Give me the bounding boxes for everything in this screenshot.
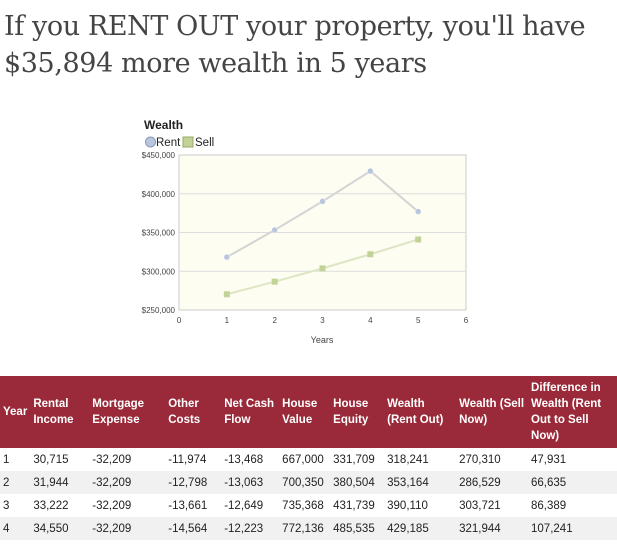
chart-title: Wealth	[144, 118, 183, 132]
table-cell: 353,164	[384, 471, 457, 494]
table-cell: 107,241	[528, 517, 617, 540]
plot-marks: $450,000 $400,000 $350,000 $300,000 $250,000…	[142, 151, 469, 325]
table-cell: 700,350	[279, 471, 331, 494]
data-point-rent	[319, 198, 326, 205]
table-cell: 3	[3, 499, 10, 512]
table-cell: 1	[3, 453, 10, 466]
data-point-rent	[223, 253, 231, 261]
table-header: Year Rental Income Mortgage Expense Other C…	[0, 376, 617, 448]
table-cell: 318,241	[387, 453, 429, 466]
table-cell: -32,209	[92, 453, 132, 466]
table-cell: 485,535	[330, 517, 385, 540]
y-tick-label: $250,000	[142, 306, 176, 315]
table-row: 2 31,944 -32,209 -12,798 -13,063 700,350 380,5…	[0, 471, 617, 494]
table-cell: 2	[0, 471, 31, 494]
column-header: Other Costs	[165, 376, 222, 448]
table-cell: 303,721	[459, 499, 501, 512]
table-header-row: Year Rental Income Mortgage Expense Other C…	[0, 376, 617, 448]
x-tick-label: 3	[320, 316, 325, 325]
x-tick-label: 4	[368, 316, 373, 325]
column-header: Net Cash Flow	[221, 376, 280, 448]
column-header: Year	[0, 376, 31, 448]
data-point-sell	[415, 236, 422, 243]
x-tick-label: 0	[177, 316, 182, 325]
table-cell: 86,389	[531, 499, 567, 512]
table-cell: 380,504	[330, 471, 385, 494]
wealth-table: Year Rental Income Mortgage Expense Other C…	[0, 376, 617, 540]
data-point-sell	[223, 291, 230, 298]
x-tick-label: 2	[272, 316, 277, 325]
table-cell: 321,944	[456, 517, 529, 540]
table-cell: -32,209	[89, 471, 166, 494]
column-header: Wealth (Sell Now)	[456, 376, 529, 448]
table-cell: 270,310	[459, 453, 501, 466]
legend-label-rent: Rent	[156, 137, 181, 149]
data-point-sell	[319, 265, 326, 272]
chart-legend: Rent Sell	[145, 136, 214, 149]
table-cell: 47,931	[531, 453, 567, 466]
table-cell: 429,185	[384, 517, 457, 540]
table-cell: 34,550	[30, 517, 90, 540]
column-header: House Value	[279, 376, 331, 448]
x-tick-label: 6	[464, 316, 469, 325]
headline: If you RENT OUT your property, you'll ha…	[4, 11, 586, 79]
table-cell: -14,564	[165, 517, 222, 540]
data-point-sell	[271, 278, 278, 285]
table-cell: -32,209	[92, 499, 132, 512]
table-row: 1 30,715 -32,209 -11,974 -13,468 667,000 331,7…	[0, 448, 617, 471]
table-cell: -13,063	[221, 471, 280, 494]
table-cell: 286,529	[456, 471, 529, 494]
table-cell: -32,209	[89, 517, 166, 540]
table-cell: 390,110	[387, 499, 428, 512]
column-header: Wealth (Rent Out)	[384, 376, 457, 448]
table-cell: 667,000	[282, 453, 324, 466]
x-tick-label: 5	[416, 316, 421, 325]
table-cell: 772,136	[279, 517, 331, 540]
table-cell: 431,739	[333, 499, 375, 512]
data-point-rent	[414, 208, 422, 215]
y-tick-label: $300,000	[142, 267, 176, 276]
table-cell: 33,222	[33, 499, 69, 512]
table-cell: -11,974	[168, 453, 207, 466]
legend-marker-sell	[182, 136, 194, 148]
column-header: Rental Income	[30, 376, 90, 448]
table-cell: -13,468	[224, 453, 264, 466]
table-cell: 331,709	[333, 453, 375, 466]
table-cell: -13,661	[168, 499, 208, 512]
column-header: Difference in Wealth (Rent Out to Sell N…	[528, 376, 617, 448]
y-tick-label: $350,000	[142, 229, 176, 238]
y-tick-label: $450,000	[142, 151, 176, 160]
table-row: 4 34,550 -32,209 -14,564 -12,223 772,136 485,5…	[0, 517, 617, 540]
table-cell: 30,715	[33, 453, 69, 466]
y-tick-label: $400,000	[142, 190, 176, 199]
data-point-rent	[271, 226, 278, 234]
legend-label-sell: Sell	[195, 137, 214, 149]
x-axis-label: Years	[311, 335, 334, 345]
x-tick-label: 1	[225, 316, 230, 325]
wealth-chart: Wealth Rent Sell $450,000 $400,000 $350,00…	[130, 115, 490, 350]
data-point-rent	[367, 167, 374, 175]
table-cell: -12,649	[224, 499, 264, 512]
column-header: House Equity	[330, 376, 385, 448]
table-row: 3 33,222 -32,209 -13,661 -12,649 735,368 431,7…	[0, 494, 617, 517]
wealth-chart-svg: Wealth Rent Sell $450,000 $400,000 $350,00…	[142, 118, 469, 345]
table-cell: -12,798	[165, 471, 222, 494]
legend-marker-rent	[145, 136, 156, 148]
table-cell: 66,635	[528, 471, 617, 494]
table-body: 1 30,715 -32,209 -11,974 -13,468 667,000 331,7…	[0, 448, 617, 540]
data-point-sell	[367, 251, 374, 258]
table-cell: 31,944	[30, 471, 90, 494]
column-header: Mortgage Expense	[89, 376, 166, 448]
table-cell: -12,223	[221, 517, 280, 540]
table-cell: 4	[0, 517, 31, 540]
table-cell: 735,368	[282, 499, 324, 512]
